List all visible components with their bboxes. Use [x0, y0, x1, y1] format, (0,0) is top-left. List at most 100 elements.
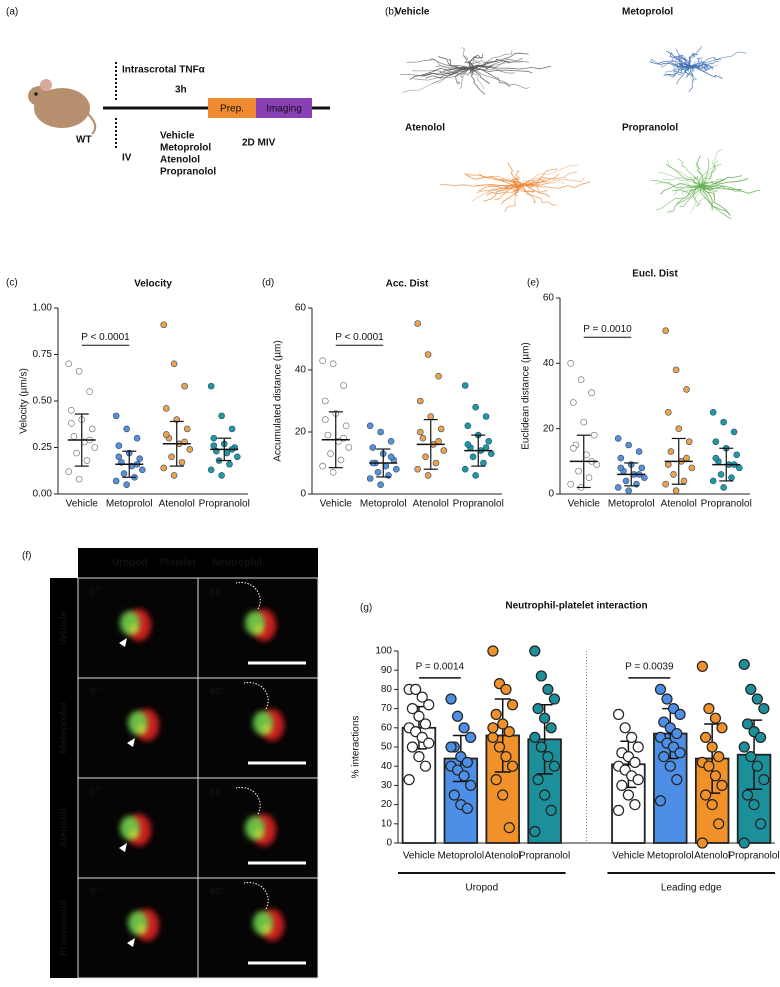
uropod-signal [255, 830, 263, 838]
dot [487, 645, 499, 657]
dot [377, 481, 384, 489]
dot [709, 409, 717, 416]
track [466, 174, 521, 187]
dot [658, 750, 670, 763]
dot [688, 464, 696, 472]
dot [706, 741, 718, 753]
y-tick-label: 50 [381, 742, 393, 753]
dot [683, 454, 690, 462]
dot [485, 437, 493, 445]
dot [629, 756, 641, 768]
dot [745, 683, 757, 696]
track [699, 175, 742, 187]
y-tick-label: 70 [381, 703, 393, 714]
error-bar [217, 437, 232, 462]
dot [632, 741, 644, 753]
channel-label: Platelet [160, 558, 196, 569]
track [678, 63, 691, 69]
panel-label: (c) [6, 278, 18, 289]
dot [696, 837, 708, 849]
dot [675, 425, 683, 432]
x-tick-label: Propranolol [199, 499, 250, 510]
dot [569, 444, 577, 452]
track [513, 184, 524, 192]
dot [435, 437, 442, 445]
dot [424, 351, 432, 358]
imaging-box [256, 98, 312, 118]
dot [178, 459, 186, 466]
dot [163, 431, 170, 438]
x-tick-label: Propranolol [728, 851, 779, 862]
dot [674, 708, 686, 720]
dot [506, 760, 519, 772]
dot [416, 691, 428, 703]
x-tick-label: Atenolol [485, 851, 521, 862]
track [435, 65, 471, 69]
dot [654, 683, 667, 696]
dot [614, 435, 622, 442]
dot [503, 822, 515, 834]
dot [529, 645, 541, 657]
y-tick-label: 90 [381, 665, 393, 676]
dot [588, 389, 595, 397]
dot [542, 683, 554, 696]
dot [664, 760, 676, 772]
track [464, 173, 521, 187]
dot [751, 693, 763, 705]
dot [626, 731, 638, 744]
dot [709, 477, 717, 485]
track [519, 168, 558, 187]
dot [123, 425, 130, 433]
dot [210, 434, 218, 442]
dot [65, 468, 72, 475]
track [469, 67, 511, 88]
dot [662, 480, 669, 488]
dot [539, 712, 551, 724]
time-label: 60’’ [210, 687, 227, 698]
dot [86, 388, 93, 396]
dot [437, 425, 445, 433]
dot [329, 360, 337, 368]
dot [387, 453, 395, 461]
panel-label: (e) [527, 278, 539, 289]
dot [366, 422, 374, 430]
track [688, 65, 694, 92]
x-tick-label: Atenolol [661, 499, 697, 510]
dot [585, 474, 593, 481]
dot [112, 412, 120, 420]
dot [716, 722, 728, 734]
track [699, 184, 713, 211]
p-value: P = 0.0039 [625, 662, 674, 673]
dot [703, 702, 715, 715]
track [698, 185, 708, 204]
track [667, 185, 701, 213]
dot [712, 454, 720, 462]
dot [226, 460, 233, 468]
track [406, 59, 471, 69]
dot [75, 367, 83, 375]
dot [374, 468, 382, 476]
dot [580, 418, 588, 426]
track [519, 185, 557, 206]
dot [745, 750, 757, 763]
imaging: Imaging [266, 104, 302, 115]
track [496, 178, 521, 187]
dot [218, 412, 225, 420]
p-value: P = 0.0010 [583, 324, 632, 335]
dot [218, 472, 225, 479]
dot [671, 727, 683, 740]
dot [432, 459, 440, 467]
dot [751, 760, 763, 772]
dot [542, 750, 554, 763]
dot [160, 464, 167, 472]
track [519, 180, 544, 187]
error-bar [671, 437, 686, 485]
dot [720, 484, 727, 491]
panel-label: (a) [6, 7, 18, 18]
dot [529, 731, 541, 744]
y-tick-label: 0 [386, 838, 392, 849]
treatment: Atenolol [160, 155, 200, 166]
dot [625, 441, 632, 449]
dot [112, 477, 120, 485]
group-label: Leading edge [661, 883, 722, 894]
